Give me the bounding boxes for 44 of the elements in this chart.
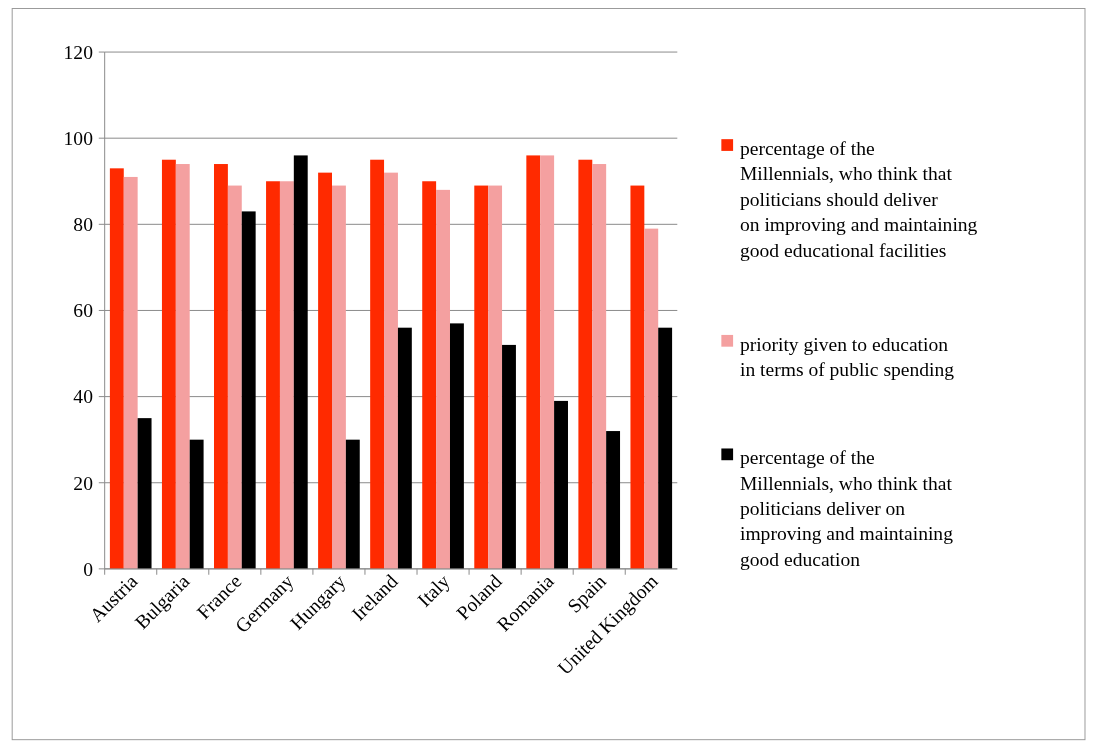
bar <box>644 228 659 569</box>
bar <box>318 172 332 569</box>
y-tick-label: 60 <box>73 300 94 322</box>
bar <box>540 155 555 569</box>
bar <box>227 185 242 569</box>
bar <box>331 185 346 569</box>
legend-label: percentage of the Millennials, who think that politicians deliver on improving and maintaining good education <box>739 447 954 570</box>
y-tick-label: 80 <box>73 214 94 236</box>
bar <box>554 400 568 569</box>
bar <box>474 185 489 569</box>
bar <box>370 159 385 569</box>
bar <box>175 164 190 569</box>
bar <box>606 431 621 569</box>
bar <box>189 439 204 569</box>
bar <box>241 211 256 569</box>
bar <box>137 418 152 569</box>
bar <box>266 181 280 569</box>
bar <box>630 185 645 569</box>
bar <box>658 327 673 569</box>
bar <box>293 155 308 569</box>
bar <box>161 159 176 569</box>
bar <box>214 164 228 569</box>
y-tick-label: 120 <box>63 41 94 63</box>
bar <box>397 327 412 569</box>
bar <box>578 159 593 569</box>
y-tick-label: 100 <box>63 128 94 150</box>
legend-label: priority given to education in terms of public spending <box>739 333 955 381</box>
bar <box>422 181 437 569</box>
bar <box>384 172 398 569</box>
bar <box>345 439 360 569</box>
y-tick-label: 0 <box>83 558 94 580</box>
bar <box>592 164 607 569</box>
x-tick-label: Italy <box>413 570 454 611</box>
y-tick-label: 40 <box>73 386 94 408</box>
bar <box>449 323 464 569</box>
legend-label: percentage of the Millennials, who think that politicians should deliver on improving and maintaining good educational facilities <box>739 137 978 261</box>
bar <box>502 344 516 569</box>
bar <box>526 155 541 569</box>
bar <box>279 181 294 569</box>
bar <box>436 189 450 569</box>
bar <box>488 185 503 569</box>
bar <box>109 168 124 569</box>
y-tick-label: 20 <box>73 472 94 494</box>
bar <box>123 176 138 569</box>
